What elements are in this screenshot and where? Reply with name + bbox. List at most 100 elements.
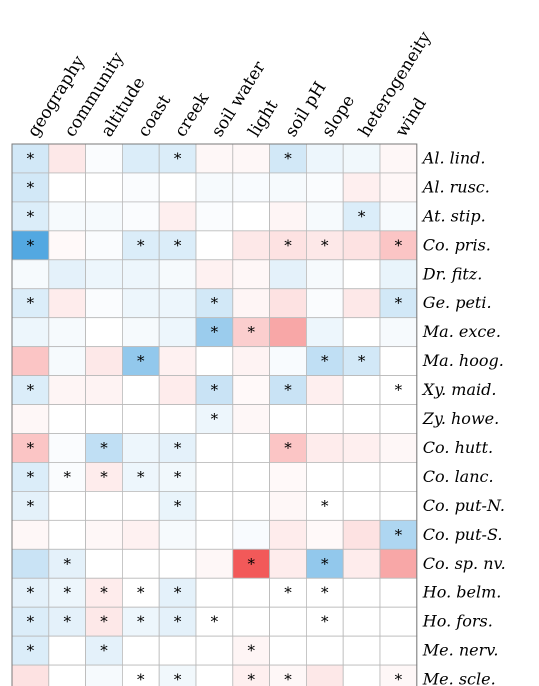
heatmap-cell-ge-peti-community — [48, 288, 86, 319]
heatmap-cell-me-nerv-community — [48, 635, 86, 666]
heatmap-cell-at-stip-soil-water — [195, 201, 234, 232]
row-label-ho-belm: Ho. belm. — [422, 583, 502, 602]
heatmap-cell-co-put-s-soil-water — [195, 519, 234, 550]
heatmap-cell-ma-exce-soil-water — [195, 317, 234, 348]
heatmap-cell-co-put-n-altitude — [85, 490, 123, 521]
heatmap-cell-xy-maid-soil-ph — [269, 375, 307, 405]
row-label-co-hutt: Co. hutt. — [423, 438, 493, 457]
heatmap-cell-dr-fitz-creek — [158, 259, 197, 290]
heatmap-cell-co-hutt-light — [232, 433, 271, 463]
significance-star: * — [174, 468, 182, 486]
significance-star: * — [174, 149, 182, 167]
heatmap-cell-co-put-s-geography — [11, 519, 50, 550]
heatmap-cell-zy-howe-light — [232, 404, 271, 434]
heatmap-cell-al-rusc-coast — [122, 172, 160, 203]
heatmap-cell-at-stip-community — [48, 201, 86, 232]
heatmap-cell-ma-hoog-wind — [379, 346, 418, 376]
heatmap-cell-dr-fitz-coast — [122, 259, 160, 290]
significance-star: * — [174, 439, 182, 457]
heatmap-cell-ho-belm-altitude — [85, 577, 123, 608]
heatmap-cell-zy-howe-geography — [11, 404, 50, 434]
significance-star: * — [63, 584, 71, 602]
heatmap-cell-co-hutt-wind — [379, 433, 418, 463]
heatmap-cell-me-scle-community — [48, 664, 86, 686]
heatmap-cell-al-lind-heterogeneity — [342, 143, 381, 174]
heatmap-cell-al-rusc-light — [232, 172, 271, 203]
heatmap-cell-co-put-n-light — [232, 490, 271, 521]
significance-star: * — [174, 497, 182, 515]
row-label-co-sp-nv: Co. sp. nv. — [423, 554, 506, 573]
heatmap-cell-co-put-n-soil-ph — [269, 490, 307, 521]
heatmap-cell-ge-peti-heterogeneity — [342, 288, 381, 319]
significance-star: * — [100, 468, 108, 486]
heatmap-cell-co-sp-nv-soil-ph — [269, 548, 307, 579]
significance-star: * — [63, 468, 71, 486]
heatmap-cell-al-rusc-heterogeneity — [342, 172, 381, 203]
heatmap-cell-zy-howe-soil-water — [195, 404, 234, 434]
heatmap-cell-co-hutt-coast — [122, 433, 160, 463]
heatmap-frame — [11, 143, 418, 686]
heatmap-cell-ge-peti-altitude — [85, 288, 123, 319]
heatmap-cell-co-sp-nv-light — [232, 548, 271, 579]
heatmap-cell-ma-hoog-altitude — [85, 346, 123, 376]
heatmap-cell-co-put-n-community — [48, 490, 86, 521]
row-label-dr-fitz: Dr. fitz. — [422, 264, 483, 283]
significance-star: * — [27, 642, 35, 660]
heatmap-cell-ho-fors-soil-ph — [269, 606, 307, 637]
significance-star: * — [100, 584, 108, 602]
significance-star: * — [211, 294, 219, 312]
significance-star: * — [27, 613, 35, 631]
heatmap-cell-al-rusc-soil-ph — [269, 172, 307, 203]
significance-star: * — [27, 178, 35, 196]
heatmap-cell-ma-hoog-light — [232, 346, 271, 376]
significance-star: * — [63, 555, 71, 573]
heatmap-cell-ge-peti-creek — [158, 288, 197, 319]
heatmap-cell-co-pris-altitude — [85, 230, 123, 261]
heatmap-cell-ho-fors-community — [48, 606, 86, 637]
heatmap-cell-ge-peti-light — [232, 288, 271, 319]
heatmap-cell-co-hutt-heterogeneity — [342, 433, 381, 463]
heatmap-cell-ho-belm-light — [232, 577, 271, 608]
heatmap-cell-co-put-s-altitude — [85, 519, 123, 550]
heatmap-cell-ma-exce-slope — [305, 317, 344, 348]
significance-star: * — [137, 584, 145, 602]
heatmap-cell-ho-fors-light — [232, 606, 271, 637]
row-label-me-scle: Me. scle. — [422, 670, 496, 686]
heatmap-cell-me-nerv-coast — [122, 635, 160, 666]
heatmap-cell-ho-belm-wind — [379, 577, 418, 608]
heatmap-cell-al-rusc-slope — [305, 172, 344, 203]
significance-star: * — [321, 352, 329, 370]
heatmap-cell-me-nerv-soil-water — [195, 635, 234, 666]
heatmap-cell-me-nerv-slope — [305, 635, 344, 666]
heatmap-cell-xy-maid-light — [232, 375, 271, 405]
row-label-co-put-n: Co. put-N. — [423, 496, 505, 515]
significance-star: * — [211, 323, 219, 341]
heatmap-cell-ma-exce-heterogeneity — [342, 317, 381, 348]
significance-star: * — [63, 613, 71, 631]
heatmap-cell-zy-howe-community — [48, 404, 86, 434]
significance-star: * — [100, 439, 108, 457]
heatmap-cell-me-scle-heterogeneity — [342, 664, 381, 686]
row-label-zy-howe: Zy. howe. — [422, 409, 499, 428]
significance-star: * — [358, 207, 366, 225]
heatmap-cell-al-lind-slope — [305, 143, 344, 174]
heatmap-cell-dr-fitz-heterogeneity — [342, 259, 381, 290]
heatmap-cell-xy-maid-creek — [158, 375, 197, 405]
heatmap-cell-co-put-s-soil-ph — [269, 519, 307, 550]
significance-star: * — [247, 642, 255, 660]
significance-star: * — [174, 584, 182, 602]
significance-star: * — [100, 642, 108, 660]
significance-star: * — [211, 381, 219, 399]
heatmap-cell-co-pris-community — [48, 230, 86, 261]
significance-star: * — [27, 497, 35, 515]
heatmap-cell-co-put-n-soil-water — [195, 490, 234, 521]
significance-star: * — [395, 526, 403, 544]
significance-star: * — [284, 439, 292, 457]
heatmap-cell-co-pris-coast — [122, 230, 160, 261]
heatmap-cell-ma-hoog-soil-water — [195, 346, 234, 376]
heatmap-cell-al-lind-community — [48, 143, 86, 174]
significance-star: * — [247, 555, 255, 573]
heatmap-cell-ma-hoog-community — [48, 346, 86, 376]
heatmap-cell-ma-exce-soil-ph — [269, 317, 307, 348]
heatmap-cell-co-lanc-wind — [379, 462, 418, 492]
